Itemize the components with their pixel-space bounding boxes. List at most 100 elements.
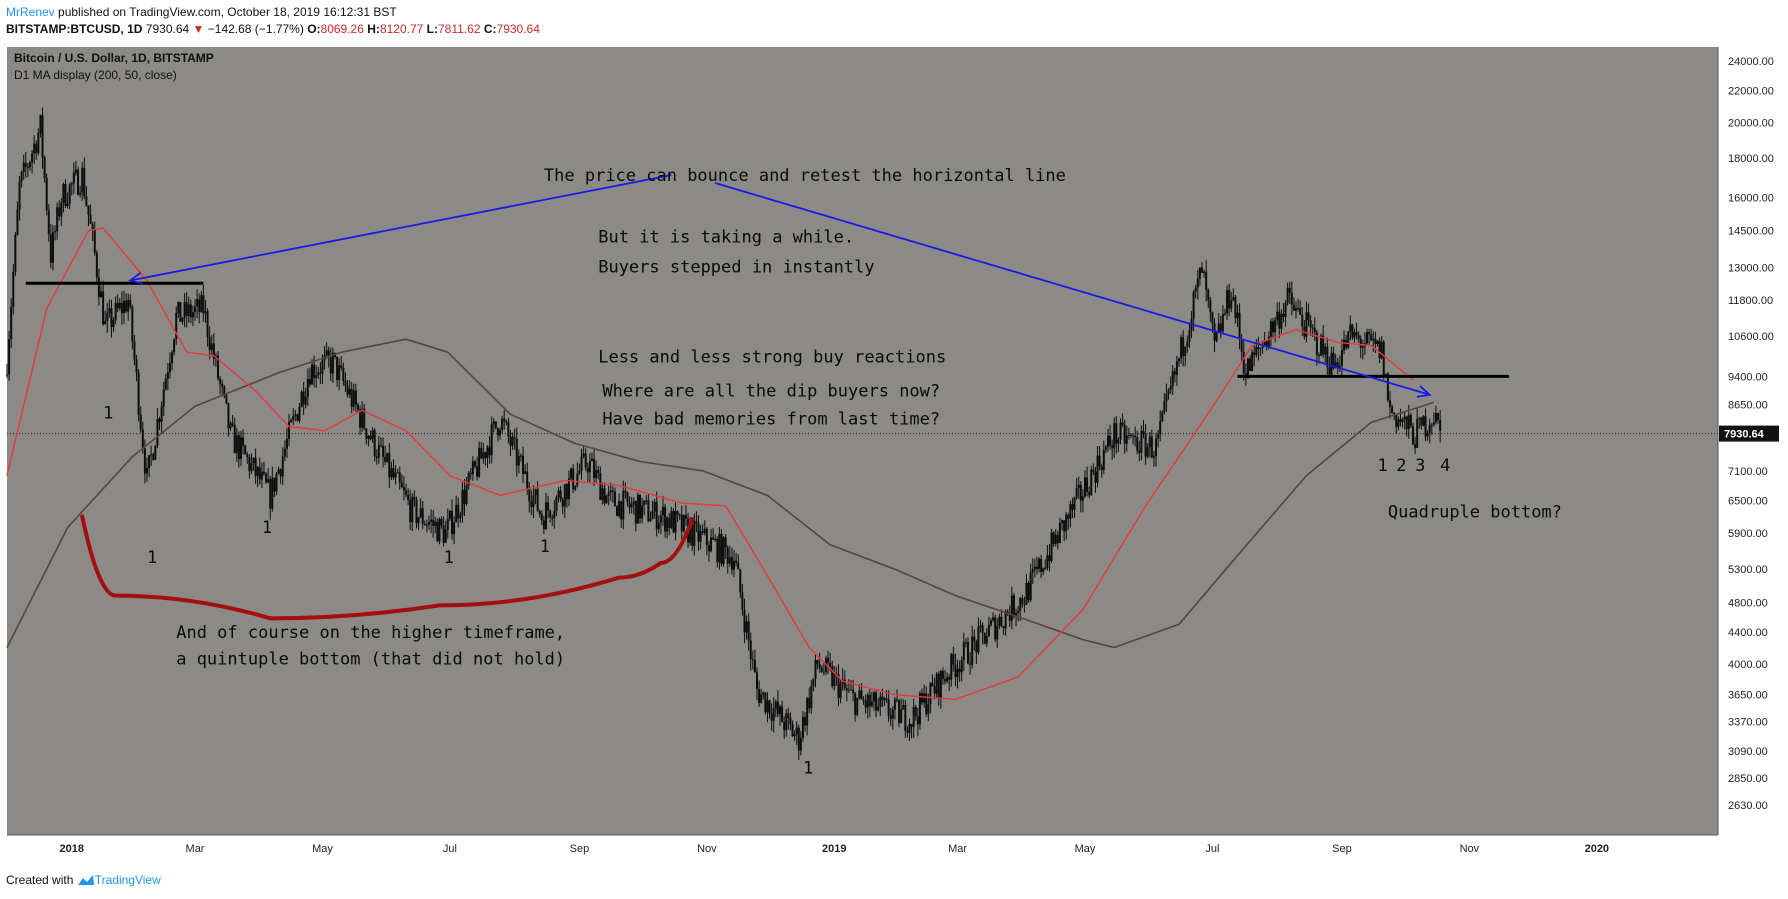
price-candle-body — [1042, 568, 1045, 572]
price-candle-body — [285, 438, 288, 449]
price-candle-body — [1276, 311, 1279, 321]
price-candle-body — [461, 489, 464, 515]
trend-arrow-line[interactable] — [130, 174, 672, 282]
price-candle-body — [340, 365, 343, 368]
price-candle-body — [534, 489, 537, 496]
price-candle-body — [682, 514, 685, 532]
price-candle-body — [783, 722, 786, 731]
annotation-text: Less and less strong buy reactions — [598, 347, 946, 367]
price-candle-body — [1228, 289, 1231, 309]
price-candle-body — [858, 690, 861, 698]
price-candle-body — [536, 489, 539, 511]
price-candle-body — [929, 682, 932, 705]
price-candle-body — [689, 524, 692, 543]
price-candle-body — [411, 496, 414, 523]
annotation-text: The price can bounce and retest the hori… — [544, 166, 1066, 186]
author-link[interactable]: MrRenev — [6, 5, 55, 19]
price-tick-label: 2630.00 — [1728, 800, 1768, 812]
price-candle-body — [235, 435, 238, 454]
price-candle-body — [816, 660, 819, 664]
bottom-curve-drawing[interactable] — [80, 514, 695, 621]
price-candles[interactable] — [6, 107, 1442, 761]
price-candle-body — [359, 409, 362, 428]
price-candle-body — [49, 234, 52, 263]
price-candle-body — [900, 709, 903, 724]
legend-indicator[interactable]: D1 MA display (200, 50, close) — [14, 68, 177, 82]
price-candle-body — [787, 713, 790, 718]
price-candle-body — [827, 657, 830, 663]
price-candle-body — [1370, 334, 1373, 341]
publish-info: published on TradingView.com, October 18… — [58, 5, 397, 19]
price-candle-body — [419, 508, 422, 518]
price-candle-body — [459, 514, 462, 519]
price-candle-body — [703, 528, 706, 533]
price-candle-body — [883, 698, 886, 701]
price-candle-body — [778, 706, 781, 715]
price-candle-body — [611, 490, 614, 492]
price-candle-body — [989, 620, 992, 625]
price-tick-label: 13000.00 — [1728, 262, 1774, 274]
price-candle-body — [906, 730, 909, 733]
price-candle-body — [292, 415, 295, 420]
price-candle-body — [810, 686, 813, 709]
price-candle-body — [868, 694, 871, 707]
price-candle-body — [394, 472, 397, 478]
price-candle-body — [114, 302, 117, 320]
bottom-count-label: 3 — [1415, 456, 1425, 476]
price-candle-body — [440, 518, 443, 526]
price-candle-body — [239, 437, 242, 460]
price-candle-body — [1098, 455, 1101, 467]
price-candle-body — [505, 421, 508, 423]
price-candle-body — [739, 569, 742, 593]
ma-50-line[interactable] — [6, 227, 1414, 701]
price-candle-body — [473, 461, 476, 467]
price-candle-body — [1305, 312, 1308, 337]
time-tick-label: 2020 — [1585, 843, 1609, 855]
price-tick-label: 11800.00 — [1728, 295, 1773, 307]
price-candle-body — [185, 302, 188, 316]
price-candle-body — [455, 504, 458, 523]
plot-area[interactable] — [7, 47, 1718, 835]
price-candle-body — [645, 500, 648, 502]
bottom-count-label: 1 — [803, 758, 813, 778]
price-candle-body — [1146, 446, 1149, 457]
price-candle-body — [1240, 338, 1243, 352]
price-candle-body — [453, 522, 456, 535]
price-candle-body — [492, 421, 495, 425]
price-candle-body — [1395, 414, 1398, 428]
time-tick-label: May — [312, 843, 333, 855]
price-candle-body — [964, 642, 967, 644]
price-candle-body — [1299, 308, 1302, 315]
price-candle-body — [593, 458, 596, 478]
price-candle-body — [300, 391, 303, 407]
price-candle-body — [87, 205, 90, 216]
price-candle-body — [375, 456, 378, 458]
price-candle-body — [1349, 324, 1352, 332]
price-candle-body — [567, 478, 570, 500]
price-candle-body — [45, 177, 48, 211]
price-candle-body — [1332, 352, 1335, 369]
annotation-text: Have bad memories from last time? — [602, 409, 940, 429]
tradingview-logo-icon[interactable] — [77, 874, 95, 889]
price-tick-label: 4400.00 — [1728, 627, 1768, 639]
price-candle-body — [870, 701, 873, 707]
price-candle-body — [1311, 327, 1314, 329]
ma-200-line[interactable] — [6, 338, 1435, 649]
price-candle-body — [515, 438, 518, 466]
price-candle-body — [710, 537, 713, 552]
price-candle-body — [1223, 313, 1226, 315]
price-candle-body — [70, 183, 73, 185]
price-chart[interactable]: 24000.0022000.0020000.0018000.0016000.00… — [0, 44, 1788, 864]
legend-title: Bitcoin / U.S. Dollar, 1D, BITSTAMP — [14, 51, 214, 65]
price-candle-body — [944, 679, 947, 682]
trend-arrow-line[interactable] — [714, 182, 1430, 396]
price-candle-body — [624, 490, 627, 493]
tradingview-link[interactable]: TradingView — [94, 873, 161, 887]
price-candle-body — [31, 153, 34, 163]
price-candle-body — [983, 632, 986, 644]
price-candle-body — [1031, 569, 1034, 573]
price-candle-body — [430, 519, 433, 522]
price-candle-body — [804, 716, 807, 726]
price-candle-body — [747, 621, 750, 641]
price-candle-body — [1161, 411, 1164, 421]
